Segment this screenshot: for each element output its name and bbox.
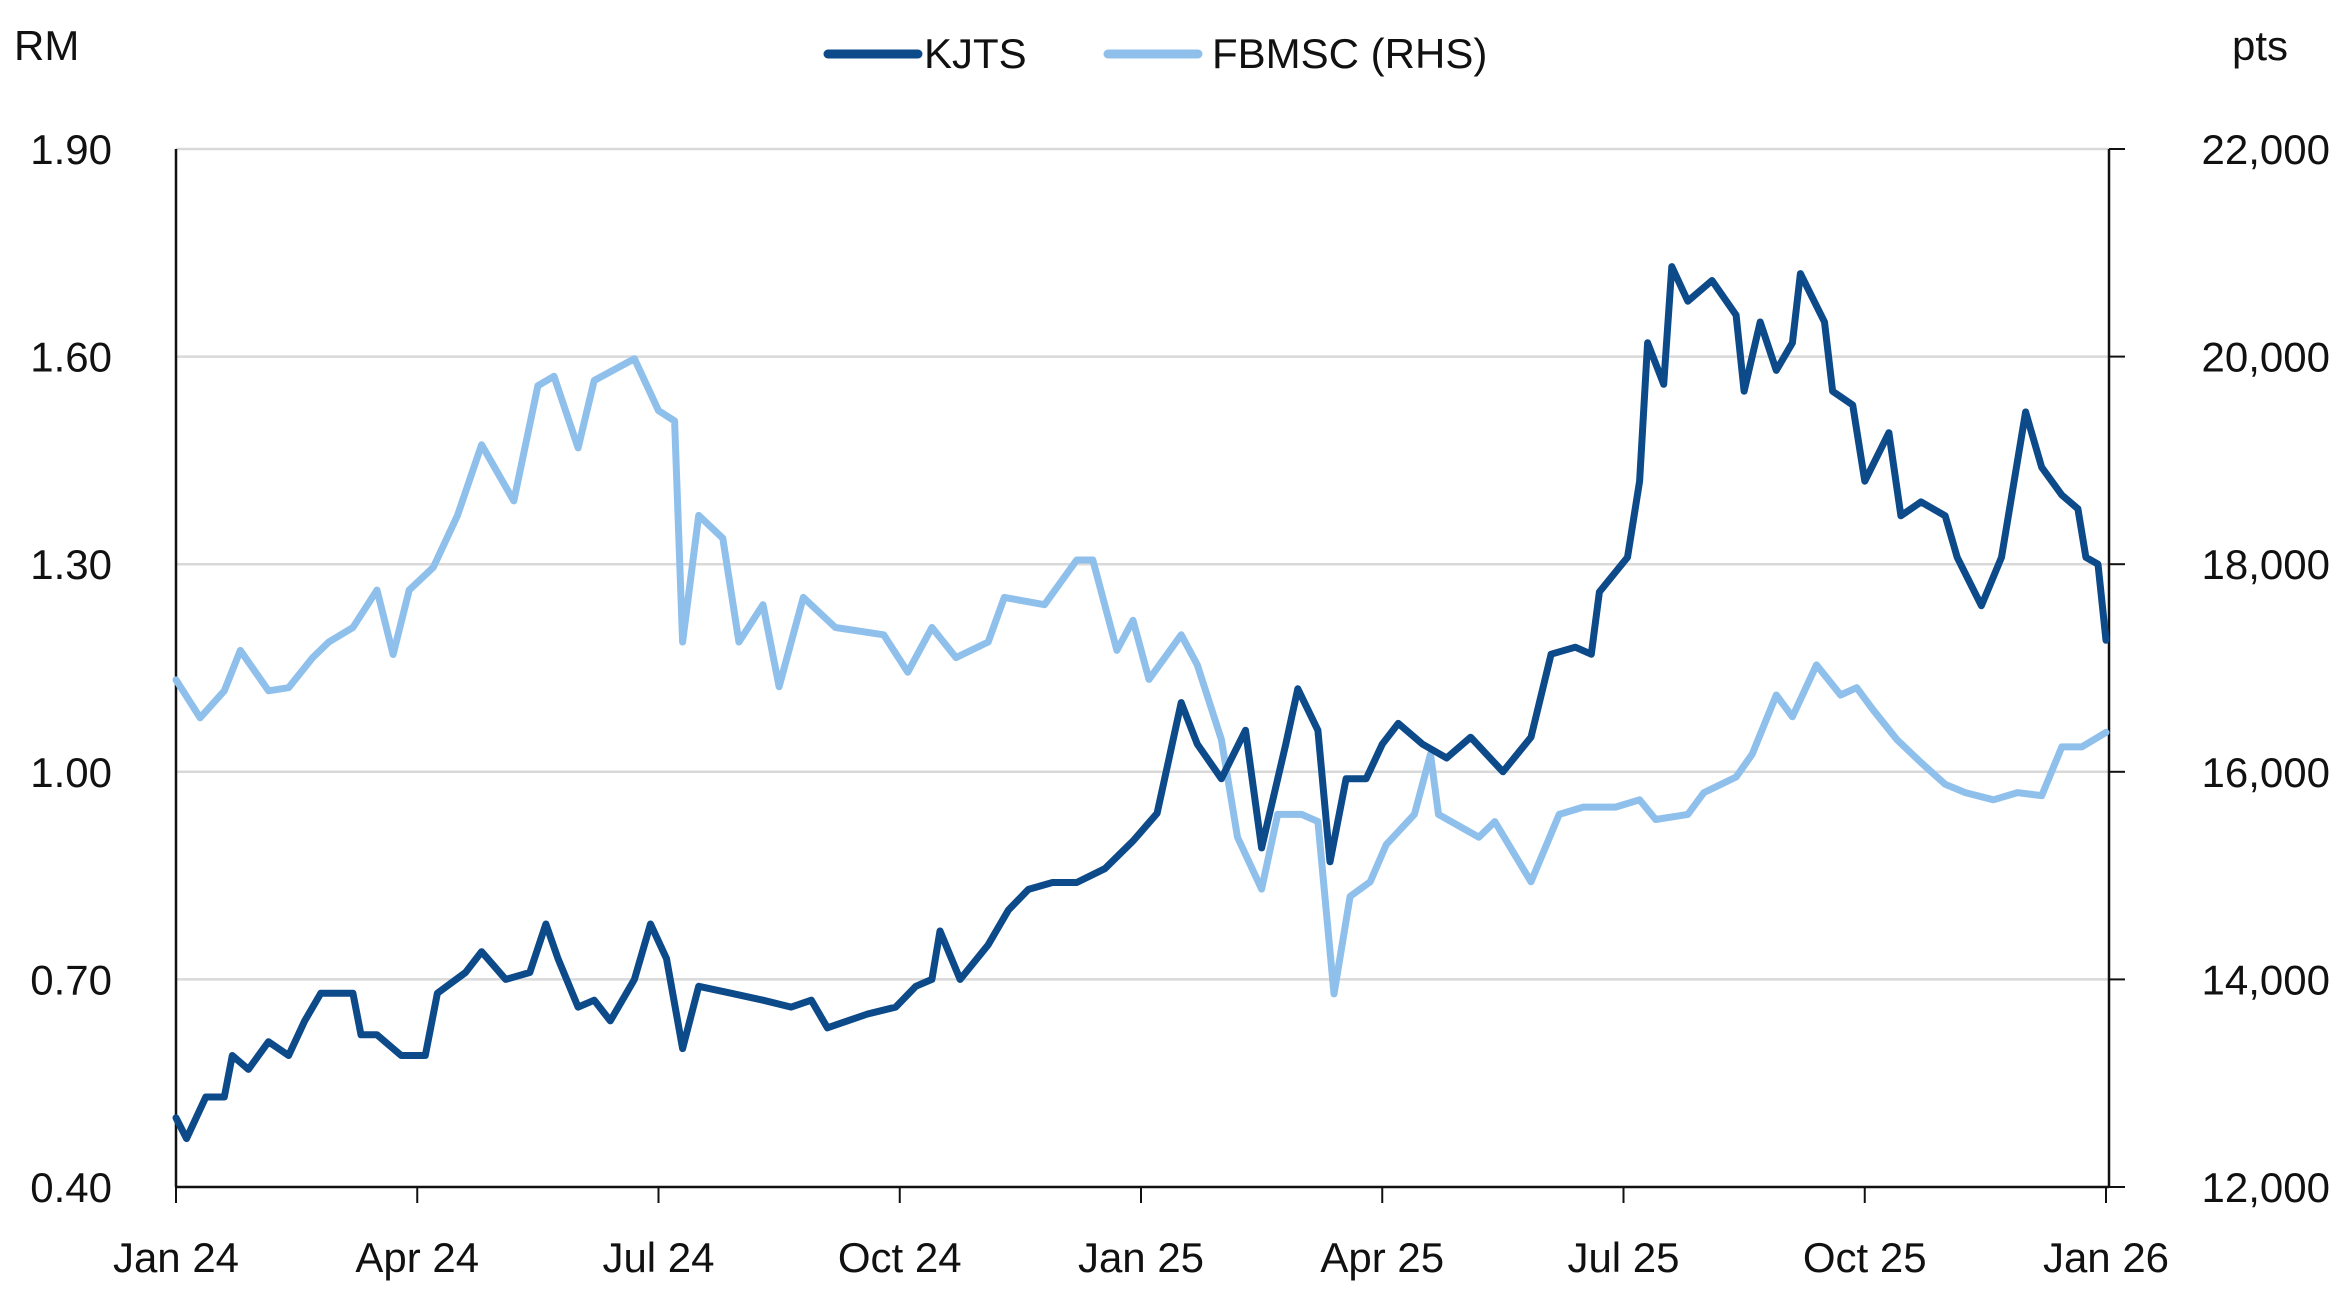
x-tick-label: Jul 25	[1567, 1234, 1679, 1281]
x-tick-label: Jan 26	[2043, 1234, 2169, 1281]
left-tick-label: 1.30	[30, 541, 112, 588]
x-tick-label: Oct 25	[1803, 1234, 1927, 1281]
right-tick-label: 12,000	[2202, 1164, 2330, 1211]
left-tick-label: 1.00	[30, 749, 112, 796]
x-tick-label: Oct 24	[838, 1234, 962, 1281]
left-tick-label: 1.90	[30, 126, 112, 173]
left-axis-unit: RM	[14, 22, 79, 69]
right-axis-unit: pts	[2232, 22, 2288, 69]
series-line-fbmsc	[172, 355, 2110, 998]
right-tick-label: 14,000	[2202, 956, 2330, 1003]
x-tick-label: Apr 25	[1320, 1234, 1444, 1281]
x-tick-label: Jul 24	[602, 1234, 714, 1281]
series-lines	[172, 263, 2110, 1143]
legend-label-fbmsc: FBMSC (RHS)	[1212, 30, 1487, 77]
legend: KJTS FBMSC (RHS)	[823, 30, 1487, 77]
right-tick-label: 18,000	[2202, 541, 2330, 588]
legend-label-kjts: KJTS	[924, 30, 1027, 77]
gridlines	[176, 147, 2109, 981]
left-tick-label: 0.40	[30, 1164, 112, 1211]
x-tick-label: Jan 25	[1078, 1234, 1204, 1281]
right-tick-label: 16,000	[2202, 749, 2330, 796]
right-tick-label: 20,000	[2202, 334, 2330, 381]
x-tick-label: Jan 24	[113, 1234, 239, 1281]
left-tick-label: 0.70	[30, 956, 112, 1003]
x-tick-label: Apr 24	[355, 1234, 479, 1281]
series-line-kjts	[172, 263, 2110, 1143]
right-tick-label: 22,000	[2202, 126, 2330, 173]
axes: 0.40 12,000 0.70 14,000 1.00 16,000 1.30 18,000…	[30, 126, 2330, 1281]
left-tick-label: 1.60	[30, 334, 112, 381]
